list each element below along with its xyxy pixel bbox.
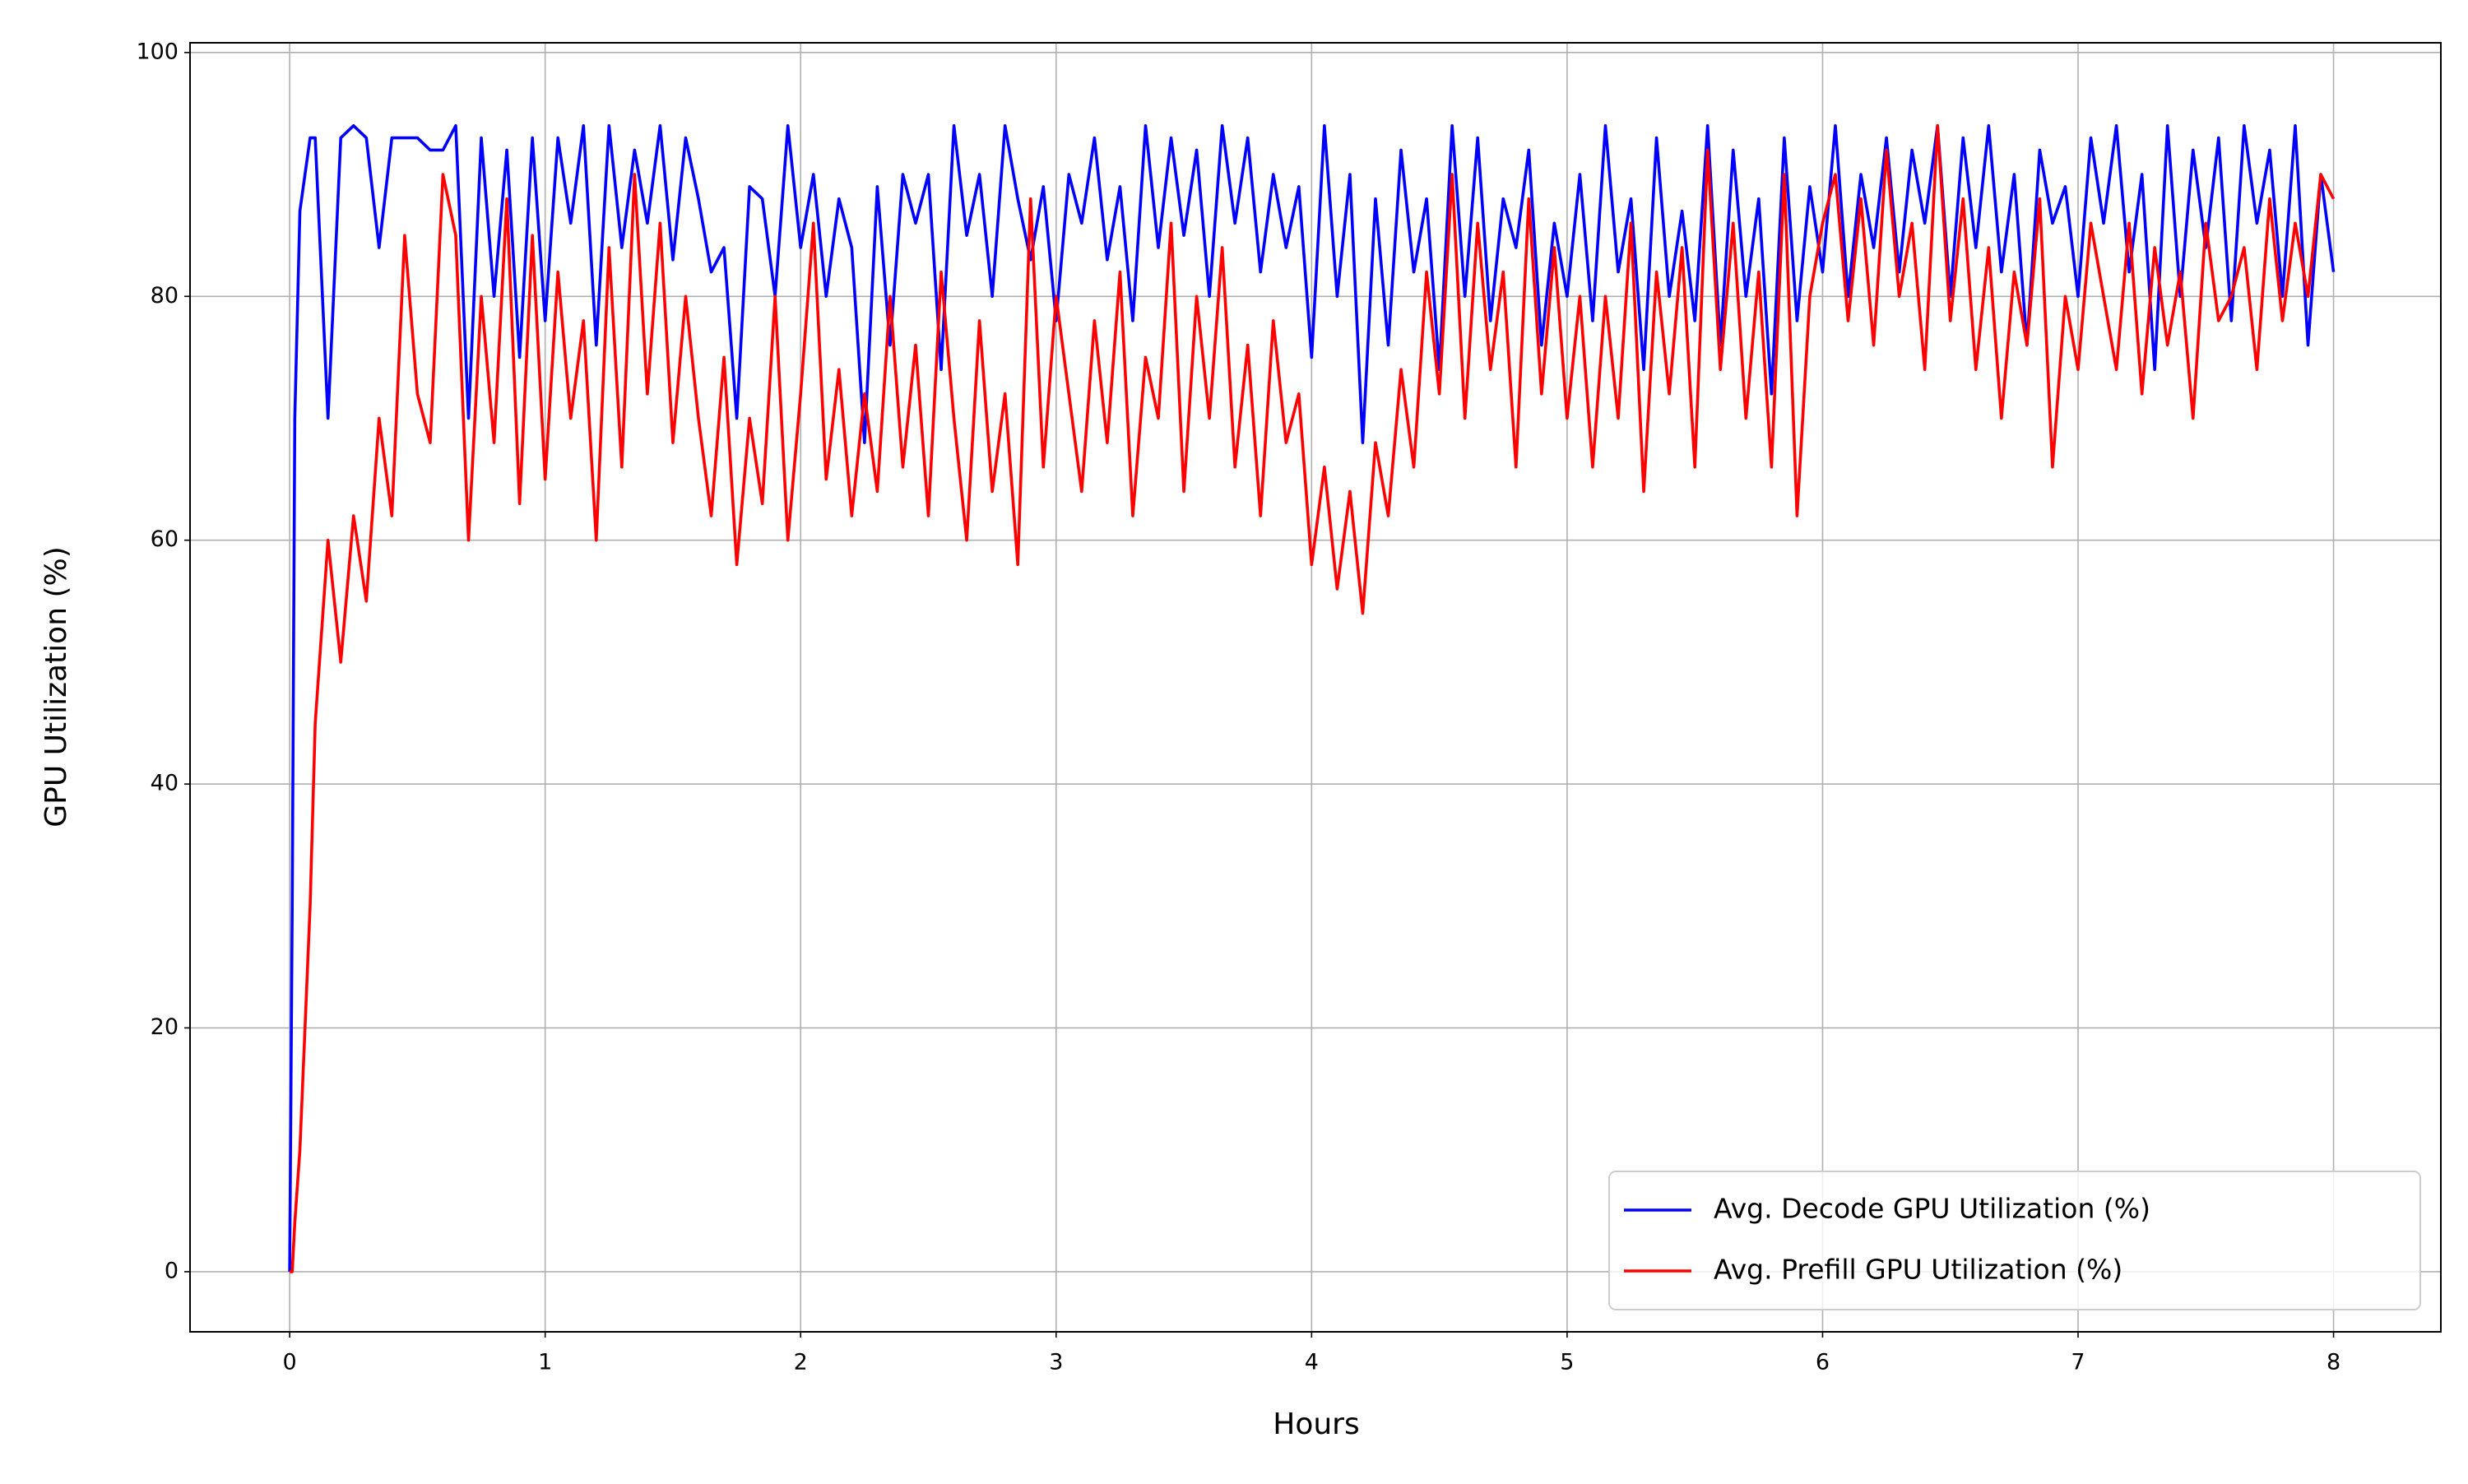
x-tick-label: 6 bbox=[1816, 1350, 1830, 1375]
series-line bbox=[288, 123, 2336, 1272]
y-tick-label: 20 bbox=[151, 1014, 179, 1040]
legend-frame bbox=[1608, 1171, 2421, 1310]
legend: Avg. Decode GPU Utilization (%) Avg. Pref… bbox=[1608, 1171, 2421, 1310]
x-axis-label: Hours bbox=[1273, 1407, 1359, 1441]
x-tick-label: 8 bbox=[2327, 1350, 2340, 1375]
y-tick-label: 100 bbox=[136, 39, 179, 64]
legend-label: Avg. Prefill GPU Utilization (%) bbox=[1714, 1254, 2122, 1286]
x-tick-label: 7 bbox=[2071, 1350, 2085, 1375]
x-tick-label: 1 bbox=[538, 1350, 552, 1375]
y-tick-label: 40 bbox=[151, 771, 179, 796]
y-axis-label: GPU Utilization (%) bbox=[39, 546, 73, 828]
legend-label: Avg. Decode GPU Utilization (%) bbox=[1714, 1193, 2150, 1225]
x-tick-label: 0 bbox=[283, 1350, 297, 1375]
y-tick-label: 80 bbox=[151, 283, 179, 308]
x-tick-label: 4 bbox=[1305, 1350, 1319, 1375]
y-tick-label: 0 bbox=[165, 1258, 179, 1283]
x-tick-label: 2 bbox=[794, 1350, 808, 1375]
x-tick-label: 3 bbox=[1049, 1350, 1063, 1375]
plot-frame bbox=[189, 42, 2442, 1333]
x-tick-label: 5 bbox=[1560, 1350, 1574, 1375]
y-tick-label: 60 bbox=[151, 526, 179, 552]
series-line bbox=[290, 123, 2336, 1273]
